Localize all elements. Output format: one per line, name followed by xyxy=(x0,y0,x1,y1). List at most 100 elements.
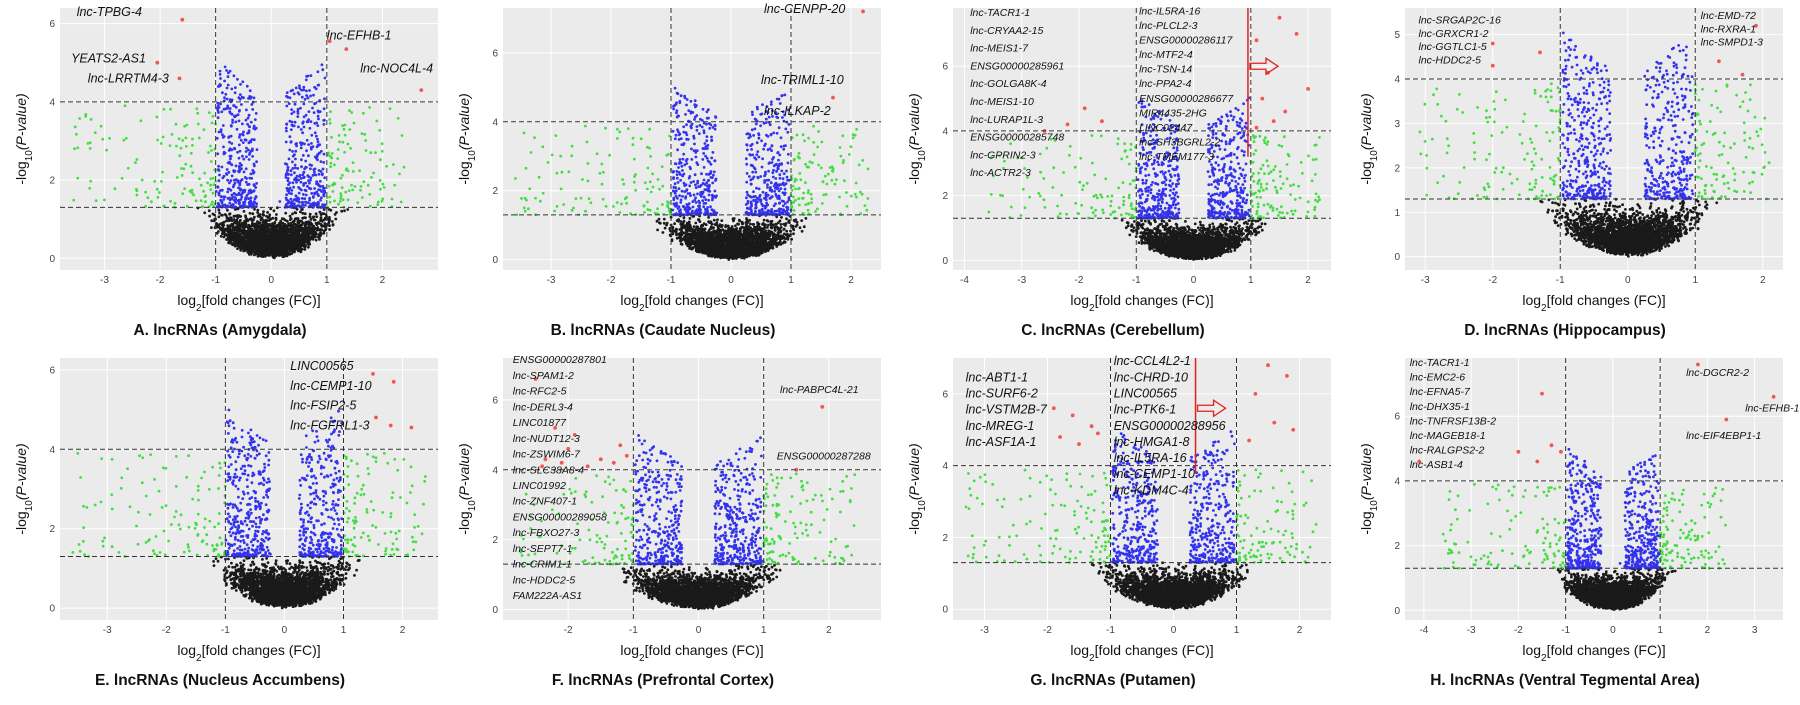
point-sig xyxy=(322,123,326,126)
point-fc xyxy=(329,165,332,169)
point-sig xyxy=(221,91,224,95)
point-gene xyxy=(291,212,294,216)
point-sig xyxy=(293,166,297,170)
point-fc xyxy=(140,178,144,182)
point-gene xyxy=(296,224,300,228)
point-fc xyxy=(364,149,368,152)
point-fc xyxy=(376,203,380,207)
point-sig xyxy=(300,95,304,99)
point-gene xyxy=(253,207,256,211)
point-sig xyxy=(228,181,231,185)
point-sig xyxy=(216,202,220,205)
point-gene xyxy=(312,215,316,219)
point-sig xyxy=(307,118,310,121)
point-sig xyxy=(244,118,248,122)
point-gene xyxy=(309,218,313,221)
point-gene xyxy=(226,208,229,212)
point-sig xyxy=(238,183,242,187)
point-sig xyxy=(291,160,294,164)
point-fc xyxy=(88,186,92,190)
point-fc xyxy=(328,121,332,125)
point-fc xyxy=(339,197,343,200)
point-gene xyxy=(293,248,297,251)
point-fc xyxy=(153,179,157,183)
point-sig xyxy=(301,121,305,125)
point-sig xyxy=(240,163,243,167)
point-sig xyxy=(293,177,297,180)
point-gene xyxy=(802,225,806,229)
point-gene xyxy=(299,250,303,254)
point-gene xyxy=(707,216,710,219)
point-sig xyxy=(291,88,294,92)
point-gene xyxy=(272,238,276,242)
point-fc xyxy=(146,196,150,200)
point-gene xyxy=(235,237,239,241)
point-gene xyxy=(284,211,288,215)
point-sig xyxy=(313,170,316,174)
point-sig xyxy=(239,193,243,197)
point-gene xyxy=(269,207,273,211)
point-sig xyxy=(317,172,321,176)
point-sig xyxy=(305,75,308,78)
point-fc xyxy=(210,200,214,204)
point-fc xyxy=(368,204,372,208)
point-sig xyxy=(246,116,250,120)
point-sig xyxy=(285,193,288,197)
point-fc xyxy=(327,151,330,155)
point-sig xyxy=(253,184,257,188)
point-sig xyxy=(291,154,295,158)
point-gene xyxy=(262,242,265,246)
point-gene xyxy=(213,213,217,217)
point-sig xyxy=(308,126,312,130)
point-fc xyxy=(351,161,355,165)
point-gene xyxy=(290,252,294,255)
point-fc xyxy=(183,187,187,191)
point-sig xyxy=(293,163,297,167)
point-gene xyxy=(228,212,232,216)
point-gene xyxy=(304,223,308,226)
point-gene xyxy=(246,250,250,254)
point-sig xyxy=(242,170,246,174)
point-sig xyxy=(303,97,307,101)
point-gene xyxy=(257,248,260,251)
point-fc xyxy=(89,179,93,183)
point-fc xyxy=(380,199,384,203)
point-gene xyxy=(297,247,300,251)
point-sig xyxy=(251,108,255,111)
point-sig xyxy=(237,143,241,147)
points-B xyxy=(514,9,870,261)
point-sig xyxy=(315,190,319,194)
point-sig xyxy=(235,193,239,197)
point-sig xyxy=(318,143,322,147)
point-fc xyxy=(173,202,177,205)
point-sig xyxy=(233,199,237,203)
point-fc xyxy=(358,169,361,173)
point-sig xyxy=(251,155,255,158)
point-sig xyxy=(255,160,258,164)
point-gene xyxy=(242,243,246,247)
point-gene xyxy=(789,229,792,233)
point-sig xyxy=(254,112,258,115)
point-sig xyxy=(301,154,305,157)
point-sig xyxy=(228,201,232,205)
point-sig xyxy=(309,176,313,180)
point-fc xyxy=(182,167,186,171)
point-fc xyxy=(402,165,406,169)
point-gene xyxy=(306,226,310,230)
point-gene xyxy=(226,235,230,239)
point-sig xyxy=(251,149,254,152)
point-gene xyxy=(273,221,276,225)
point-sig xyxy=(228,140,231,144)
point-sig xyxy=(307,143,310,147)
point-sig xyxy=(245,146,248,150)
point-gene xyxy=(254,231,257,235)
point-gene xyxy=(236,216,240,220)
point-gene xyxy=(274,229,278,233)
point-sig xyxy=(321,184,325,188)
point-gene xyxy=(284,230,287,234)
point-gene xyxy=(322,218,326,222)
point-fc xyxy=(196,122,200,126)
point-sig xyxy=(321,203,324,207)
point-gene xyxy=(290,249,294,253)
point-sig xyxy=(226,161,230,165)
